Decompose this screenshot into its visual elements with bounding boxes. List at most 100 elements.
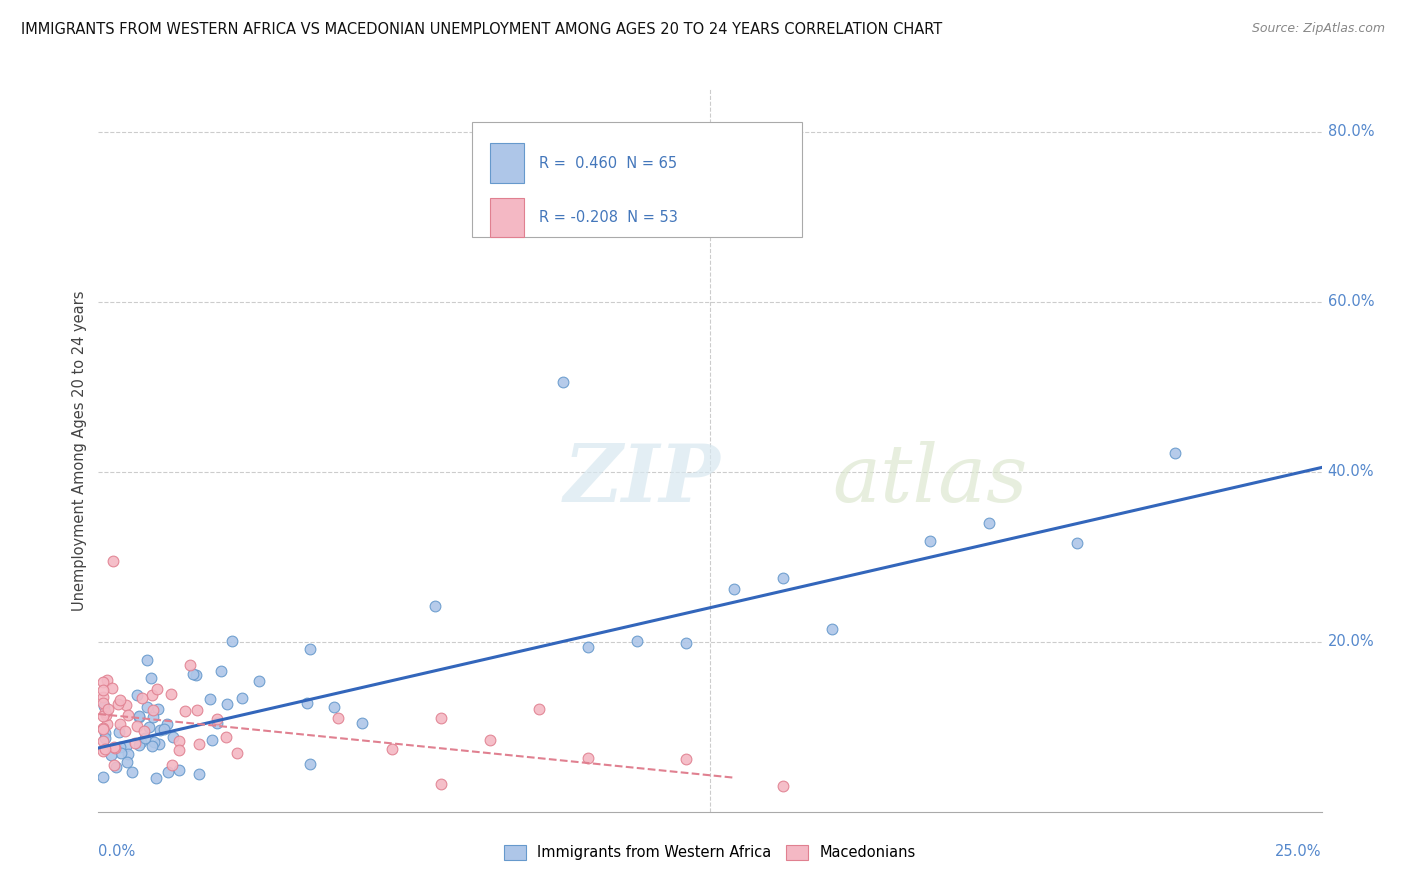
Point xyxy=(160,758,183,772)
Point xyxy=(167,733,190,747)
Point xyxy=(328,711,350,725)
Point xyxy=(430,711,453,725)
Point xyxy=(723,582,745,597)
Point xyxy=(94,705,117,719)
Point xyxy=(221,634,243,648)
Point xyxy=(101,681,124,695)
Point xyxy=(94,726,117,740)
Point xyxy=(157,765,180,780)
Point xyxy=(201,732,224,747)
Point xyxy=(100,747,122,762)
Point xyxy=(115,755,138,769)
Point xyxy=(1066,536,1088,550)
Point xyxy=(110,746,132,760)
Point xyxy=(117,747,139,761)
Point xyxy=(91,770,114,784)
Point xyxy=(97,702,120,716)
Point xyxy=(159,687,181,701)
Point xyxy=(1164,445,1187,459)
Point xyxy=(225,747,247,761)
Point xyxy=(977,516,1000,530)
Point xyxy=(107,697,129,711)
Point xyxy=(149,723,172,738)
Point xyxy=(576,751,599,765)
Point xyxy=(101,554,124,568)
Point xyxy=(146,681,169,696)
Point xyxy=(179,658,201,673)
Point xyxy=(141,688,163,702)
Point xyxy=(131,690,153,705)
Point xyxy=(215,730,238,744)
Point xyxy=(117,707,139,722)
Point xyxy=(553,376,575,390)
Text: R = -0.208  N = 53: R = -0.208 N = 53 xyxy=(538,210,678,225)
Point xyxy=(128,709,150,723)
Bar xyxy=(489,197,524,237)
Point xyxy=(93,699,115,714)
Point xyxy=(129,734,152,748)
Point xyxy=(155,717,177,731)
Point xyxy=(115,739,138,753)
Point xyxy=(141,671,163,685)
Point xyxy=(772,571,794,585)
Point xyxy=(231,691,253,706)
Legend: Immigrants from Western Africa, Macedonians: Immigrants from Western Africa, Macedoni… xyxy=(498,838,922,866)
Point xyxy=(430,777,453,791)
Point xyxy=(209,664,232,678)
Text: 20.0%: 20.0% xyxy=(1327,634,1375,649)
Point xyxy=(124,736,146,750)
Point xyxy=(675,751,697,765)
Point xyxy=(381,742,404,756)
Point xyxy=(128,709,150,723)
Point xyxy=(138,720,160,734)
Point xyxy=(181,667,204,681)
Point xyxy=(478,732,501,747)
Point xyxy=(626,633,648,648)
Point xyxy=(91,734,114,748)
Point xyxy=(91,721,114,735)
Point xyxy=(174,704,197,718)
Point xyxy=(96,673,118,688)
Point xyxy=(527,702,550,716)
Point xyxy=(167,763,190,777)
Point xyxy=(142,702,165,716)
Point xyxy=(91,690,114,704)
Point xyxy=(108,739,131,754)
Text: R =  0.460  N = 65: R = 0.460 N = 65 xyxy=(538,156,676,170)
Text: 60.0%: 60.0% xyxy=(1327,294,1374,310)
Text: 0.0%: 0.0% xyxy=(98,844,135,859)
Point xyxy=(299,757,322,772)
Point xyxy=(110,717,132,731)
Point xyxy=(205,712,228,726)
Point xyxy=(145,771,167,785)
Point xyxy=(136,700,159,714)
Point xyxy=(104,760,127,774)
Point xyxy=(247,673,270,688)
Text: IMMIGRANTS FROM WESTERN AFRICA VS MACEDONIAN UNEMPLOYMENT AMONG AGES 20 TO 24 YE: IMMIGRANTS FROM WESTERN AFRICA VS MACEDO… xyxy=(21,22,942,37)
Y-axis label: Unemployment Among Ages 20 to 24 years: Unemployment Among Ages 20 to 24 years xyxy=(72,290,87,611)
Point xyxy=(323,700,346,714)
Point xyxy=(576,640,599,655)
Text: 40.0%: 40.0% xyxy=(1327,464,1374,479)
Point xyxy=(152,723,174,737)
Point xyxy=(114,724,136,739)
Point xyxy=(298,641,321,656)
Point xyxy=(127,719,149,733)
Point xyxy=(188,737,211,751)
FancyBboxPatch shape xyxy=(471,121,801,237)
Text: ZIP: ZIP xyxy=(564,441,720,518)
Point xyxy=(107,725,129,739)
Point xyxy=(184,667,207,681)
Text: Source: ZipAtlas.com: Source: ZipAtlas.com xyxy=(1251,22,1385,36)
Point xyxy=(91,722,114,736)
Point xyxy=(91,709,114,723)
Point xyxy=(143,735,166,749)
Point xyxy=(352,716,374,731)
Point xyxy=(114,698,136,712)
Point xyxy=(167,742,190,756)
Point xyxy=(162,731,184,745)
Point xyxy=(121,764,143,779)
Point xyxy=(217,698,239,712)
Point xyxy=(423,599,446,613)
Bar xyxy=(489,144,524,183)
